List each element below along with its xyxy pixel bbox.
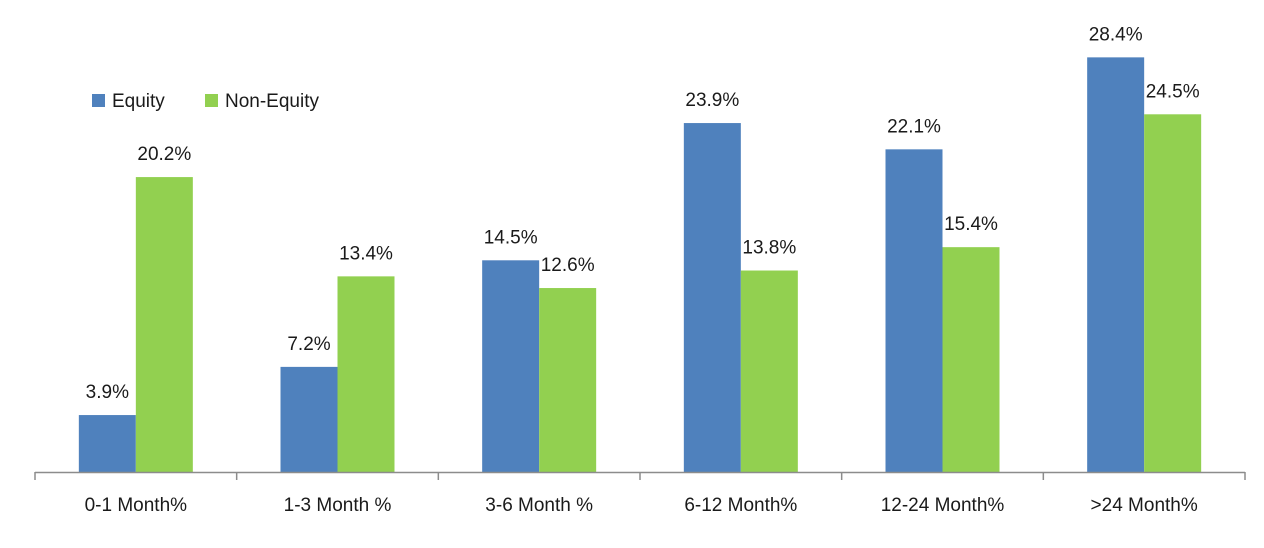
legend: Equity Non-Equity bbox=[92, 91, 319, 112]
bar-non-equity bbox=[135, 177, 193, 472]
x-tick-label: 6-12 Month% bbox=[684, 495, 797, 516]
data-label-non-equity: 13.8% bbox=[742, 238, 796, 259]
data-label-non-equity: 13.4% bbox=[339, 243, 393, 264]
data-label-non-equity: 12.6% bbox=[541, 255, 595, 276]
data-label-equity: 7.2% bbox=[287, 334, 330, 355]
data-label-equity: 22.1% bbox=[887, 116, 941, 137]
x-tick-label: 3-6 Month % bbox=[485, 495, 593, 516]
x-tick-label: 12-24 Month% bbox=[881, 495, 1005, 516]
bar-non-equity bbox=[337, 276, 395, 472]
bar-equity bbox=[78, 415, 136, 472]
bar-non-equity bbox=[740, 270, 798, 472]
bar-equity bbox=[683, 123, 741, 472]
data-label-equity: 14.5% bbox=[484, 227, 538, 248]
bar-equity bbox=[482, 260, 540, 472]
bar-equity bbox=[1087, 57, 1145, 473]
bars-layer: 3.9% 20.2% 7.2% 13.4% 14.5%12.6% 23.9% 13.8% 22… bbox=[78, 24, 1202, 473]
bar-non-equity bbox=[539, 288, 597, 472]
data-label-equity: 28.4% bbox=[1089, 24, 1143, 45]
bar-equity bbox=[885, 149, 943, 472]
data-label-non-equity: 15.4% bbox=[944, 214, 998, 235]
data-label-equity: 3.9% bbox=[86, 382, 129, 403]
data-label-non-equity: 20.2% bbox=[137, 144, 191, 165]
legend-label-non-equity: Non-Equity bbox=[225, 91, 319, 112]
legend-swatch-equity bbox=[92, 94, 105, 107]
bar-non-equity bbox=[1144, 114, 1202, 473]
data-label-equity: 23.9% bbox=[685, 90, 739, 111]
x-axis: 0-1 Month% 1-3 Month % 3-6 Month % 6-12 Mon… bbox=[34, 471, 1246, 516]
data-label-non-equity: 24.5% bbox=[1146, 81, 1200, 102]
bar-non-equity bbox=[942, 247, 1000, 472]
x-tick-label: >24 Month% bbox=[1091, 495, 1198, 516]
legend-label-equity: Equity bbox=[112, 91, 165, 112]
x-tick-label: 1-3 Month % bbox=[284, 495, 392, 516]
x-tick-label: 0-1 Month% bbox=[85, 495, 188, 516]
bar-equity bbox=[280, 366, 338, 472]
legend-swatch-non-equity bbox=[205, 94, 218, 107]
